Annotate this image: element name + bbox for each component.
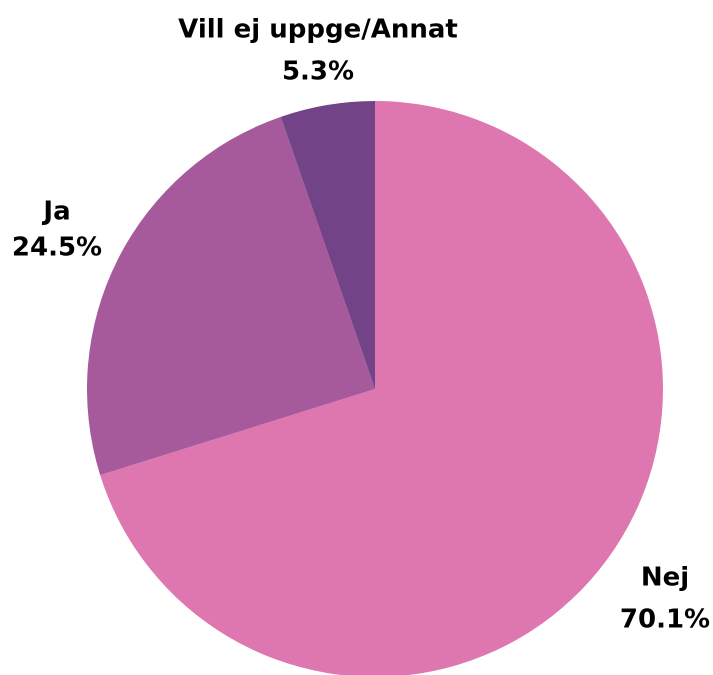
pie-slice [87,116,376,476]
slice-value-label: 24.5% [12,233,102,263]
pie-slice [280,101,375,389]
slice-label: Nej [641,563,689,593]
slice-label: Vill ej uppge/Annat [178,15,458,45]
slice-label: Ja [41,197,70,227]
pie-slice [100,101,663,675]
slice-value-label: 70.1% [620,605,710,635]
slice-value-label: 5.3% [282,57,354,87]
